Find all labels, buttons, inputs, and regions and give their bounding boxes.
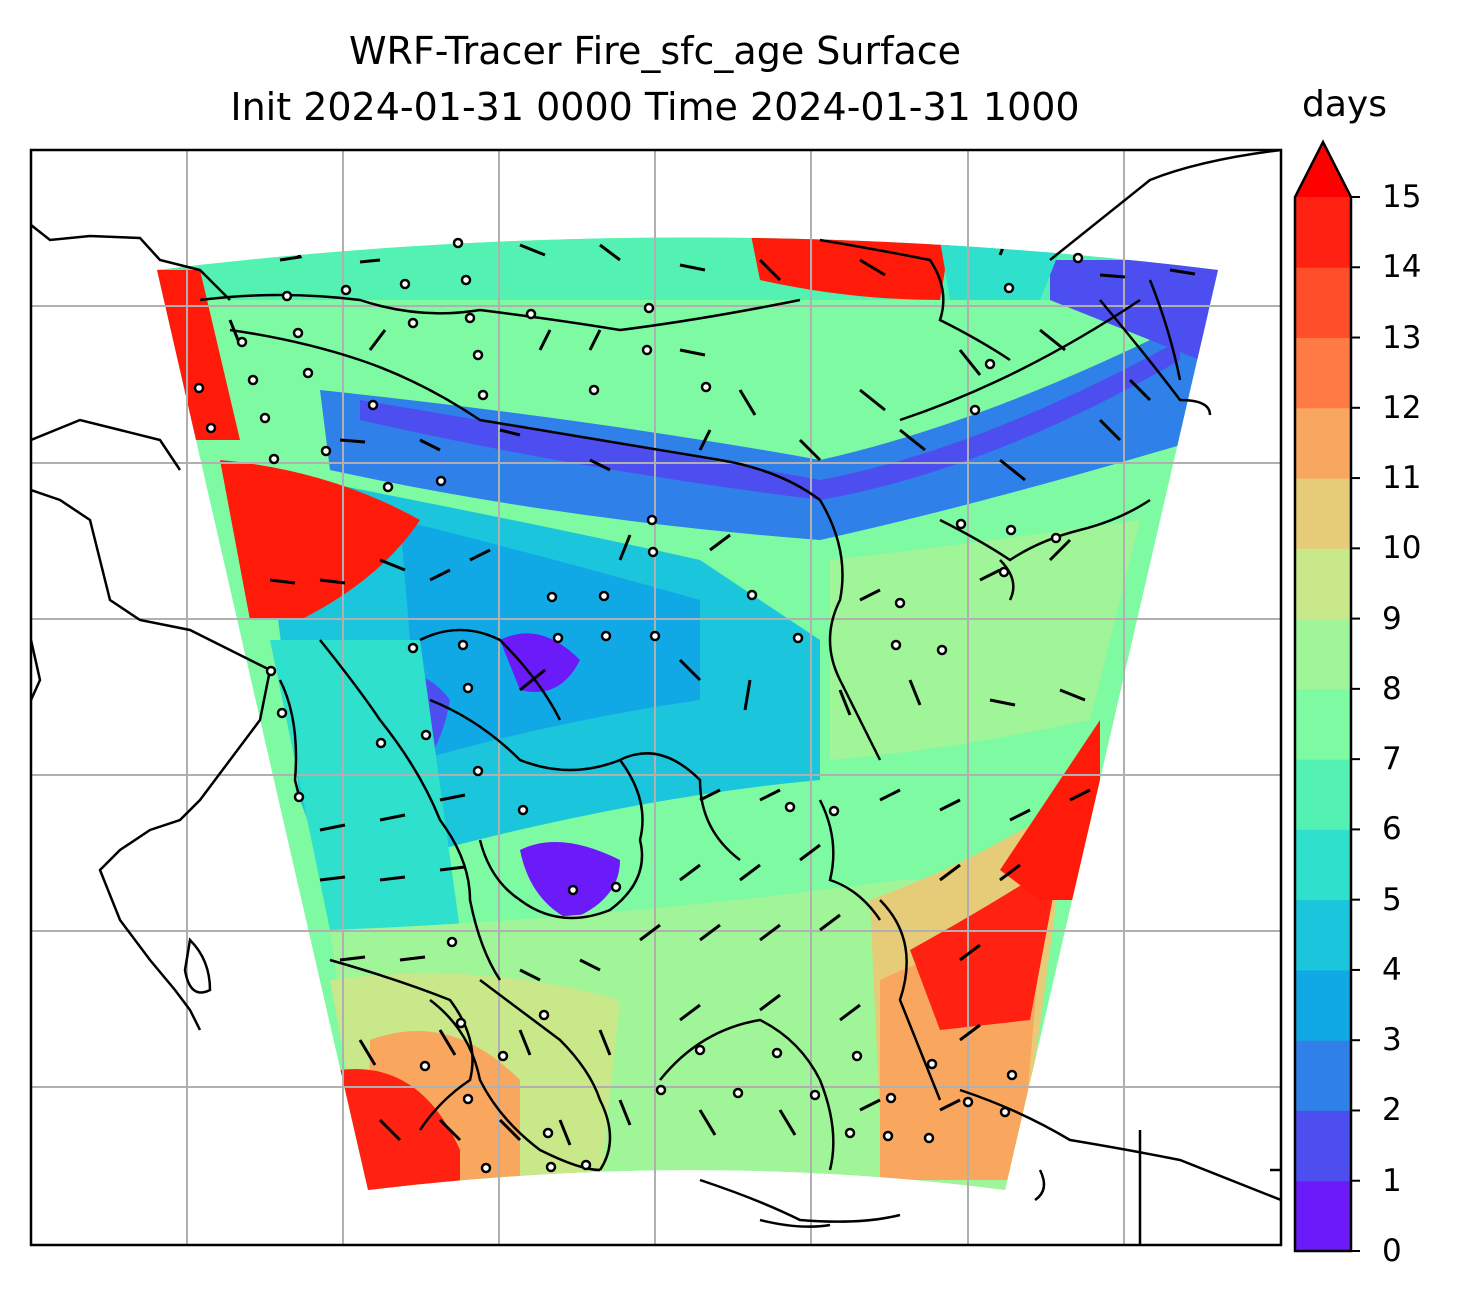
colorbar-segment xyxy=(1295,829,1351,901)
map-title: WRF-Tracer Fire_sfc_age Surface xyxy=(348,29,962,73)
colorbar-tick-label: 15 xyxy=(1382,179,1422,215)
wind-barbs xyxy=(228,237,1196,1146)
colorbar-segment xyxy=(1295,337,1351,409)
map-frame xyxy=(29,148,1283,1247)
colorbar-tick-label: 9 xyxy=(1382,600,1402,637)
colorbar-segment xyxy=(1295,478,1351,549)
colorbar-segment xyxy=(1295,1040,1351,1111)
calm-wind-markers xyxy=(193,237,1084,1174)
tracer-field xyxy=(157,237,1218,1190)
colorbar-tick-label: 4 xyxy=(1382,951,1402,988)
colorbar-segment xyxy=(1295,688,1351,760)
colorbar-tick-label: 10 xyxy=(1382,530,1422,567)
colorbar-tick-label: 13 xyxy=(1382,319,1422,356)
colorbar-segment xyxy=(1295,899,1351,971)
colorbar-segment xyxy=(1295,267,1351,339)
colorbar-segment xyxy=(1295,759,1351,830)
colorbar-tick-label: 7 xyxy=(1382,741,1402,778)
colorbar-tick-label: 2 xyxy=(1382,1092,1402,1129)
colorbar-segment xyxy=(1295,407,1351,479)
colorbar-tick-label: 14 xyxy=(1382,249,1422,286)
colorbar-tick-label: 0 xyxy=(1382,1233,1402,1269)
coastlines xyxy=(31,150,1281,1245)
map-subtitle: Init 2024-01-31 0000 Time 2024-01-31 100… xyxy=(230,85,1080,129)
colorbar-segment xyxy=(1295,548,1351,620)
colorbar-unit-label: days xyxy=(1302,84,1387,125)
colorbar-tick-label: 8 xyxy=(1382,670,1402,707)
colorbar-tick-label: 5 xyxy=(1382,881,1402,918)
colorbar xyxy=(1293,139,1360,1253)
colorbar-tick-label: 1 xyxy=(1382,1162,1402,1199)
colorbar-segment xyxy=(1295,197,1351,268)
colorbar-segment xyxy=(1295,969,1351,1041)
colorbar-extend-arrow xyxy=(1295,142,1351,197)
colorbar-segment xyxy=(1295,1110,1351,1182)
colorbar-tick-label: 12 xyxy=(1382,389,1422,426)
colorbar-tick-label: 6 xyxy=(1382,811,1402,848)
colorbar-segment xyxy=(1295,1180,1351,1252)
colorbar-tick-label: 3 xyxy=(1382,1022,1402,1059)
colorbar-outline xyxy=(1293,139,1353,1253)
colorbar-tick-label: 11 xyxy=(1382,460,1422,497)
colorbar-segment xyxy=(1295,618,1351,690)
